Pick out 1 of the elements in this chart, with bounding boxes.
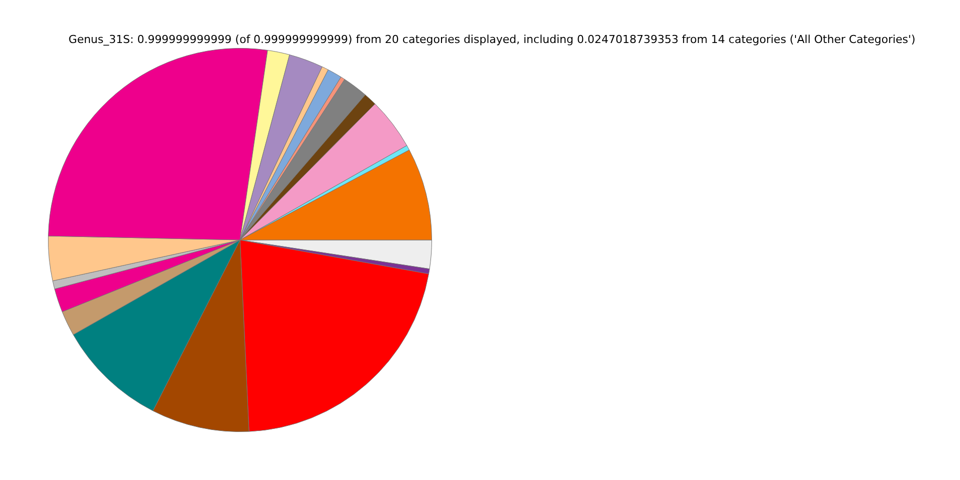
text: Genus_31S: 0.999999999999 (of 0.999999999999) from 20 categories displayed, including 0.0247018739353 from 14 categories ('All Other Categories') [68, 32, 916, 46]
